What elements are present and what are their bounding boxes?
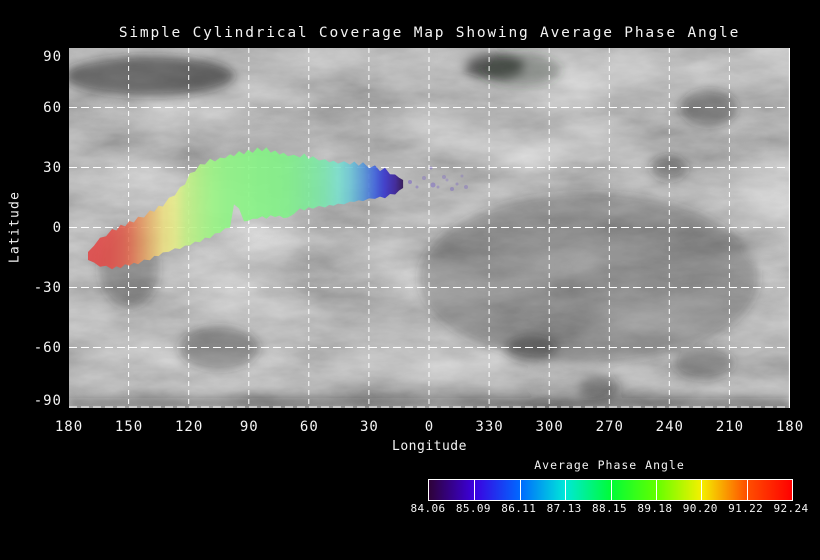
colorbar-tick-label: 88.15 — [591, 502, 628, 515]
x-tick-label: 270 — [595, 419, 624, 435]
colorbar-divider — [474, 480, 476, 500]
figure-title: Simple Cylindrical Coverage Map Showing … — [118, 25, 741, 41]
x-tick-label: 240 — [655, 419, 684, 435]
coverage-swath — [88, 147, 404, 270]
colorbar-tick-label: 92.24 — [773, 502, 809, 515]
x-tick-label: 180 — [775, 419, 805, 435]
map-plot-area — [69, 48, 790, 408]
x-tick-label: 90 — [239, 419, 259, 435]
y-tick-label: 30 — [43, 160, 62, 176]
grid-lines — [69, 48, 790, 408]
colorbar-divider — [565, 480, 567, 500]
colorbar-tick-label: 84.06 — [410, 502, 446, 515]
colorbar-divider — [701, 480, 703, 500]
coverage-outlier-specks — [408, 166, 468, 191]
colorbar-divider — [746, 480, 748, 500]
x-tick-label: 180 — [54, 419, 84, 435]
x-tick-label: 330 — [475, 419, 504, 435]
colorbar-divider — [655, 480, 657, 500]
x-tick-label: 60 — [299, 419, 319, 435]
x-tick-label: 120 — [175, 419, 204, 435]
colorbar-tick-label: 91.22 — [728, 502, 764, 515]
colorbar-tick-label: 89.18 — [637, 502, 673, 515]
colorbar-tick-label: 87.13 — [546, 502, 582, 515]
x-tick-label: 300 — [535, 419, 564, 435]
colorbar-tick-label: 85.09 — [455, 502, 491, 515]
colorbar-tick-label: 90.20 — [682, 502, 718, 515]
colorbar-tick-label: 86.11 — [501, 502, 537, 515]
colorbar-divider — [519, 480, 521, 500]
colorbar — [428, 479, 793, 501]
x-tick-label: 210 — [715, 419, 745, 435]
y-tick-label: 90 — [43, 49, 62, 65]
y-tick-label: -30 — [33, 280, 62, 296]
x-tick-label: 30 — [359, 419, 379, 435]
x-tick-label: 150 — [114, 419, 144, 435]
colorbar-title: Average Phase Angle — [534, 458, 685, 472]
y-tick-label: 60 — [43, 100, 62, 116]
y-tick-label: 0 — [52, 220, 62, 236]
y-tick-label: -60 — [33, 340, 62, 356]
x-tick-label: 0 — [424, 419, 435, 435]
x-axis-label: Longitude — [392, 439, 467, 454]
y-tick-label: -90 — [33, 393, 62, 409]
colorbar-divider — [610, 480, 612, 500]
